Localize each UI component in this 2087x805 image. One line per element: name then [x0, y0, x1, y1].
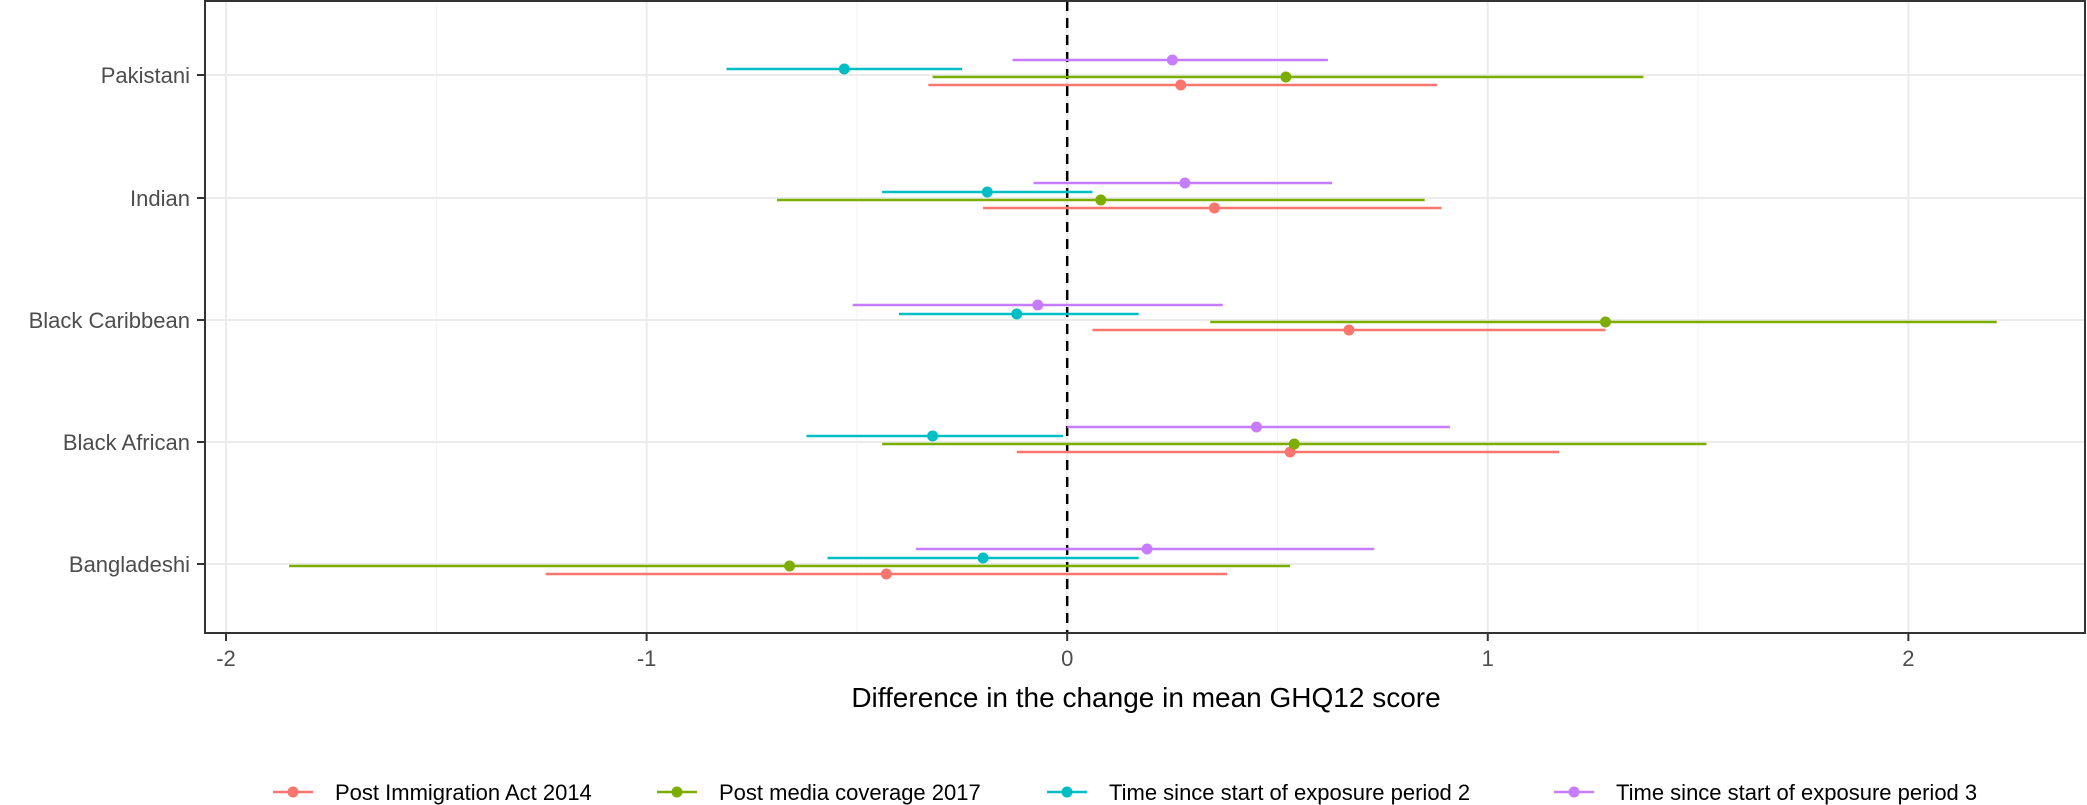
point-estimate: [977, 552, 989, 564]
point-estimate: [1280, 71, 1292, 83]
y-tick-label: Pakistani: [101, 63, 190, 88]
legend: Post Immigration Act 2014 Post media cove…: [273, 780, 1977, 805]
point-estimate: [1011, 308, 1023, 320]
point-estimate: [1600, 316, 1612, 328]
series-group: [289, 54, 1997, 580]
series-2: [289, 71, 1997, 572]
point-estimate: [1095, 194, 1107, 206]
legend-label: Time since start of exposure period 3: [1616, 780, 1977, 805]
legend-key-point: [1568, 786, 1580, 798]
legend-item: Post Immigration Act 2014: [273, 780, 592, 805]
point-estimate: [838, 63, 850, 75]
x-tick-label: 0: [1061, 646, 1073, 671]
x-tick-label: 1: [1482, 646, 1494, 671]
point-estimate: [1250, 421, 1262, 433]
y-tick-label: Bangladeshi: [69, 552, 190, 577]
point-estimate: [1166, 54, 1178, 66]
legend-label: Post media coverage 2017: [719, 780, 981, 805]
legend-key-point: [671, 786, 683, 798]
legend-label: Time since start of exposure period 2: [1109, 780, 1470, 805]
point-estimate: [1141, 543, 1153, 555]
y-tick-label: Black African: [63, 430, 190, 455]
x-tick-label: -2: [216, 646, 236, 671]
legend-item: Post media coverage 2017: [657, 780, 981, 805]
point-estimate: [1288, 438, 1300, 450]
point-estimate: [981, 186, 993, 198]
point-estimate: [784, 560, 796, 572]
x-axis: -2 -1 0 1 2: [216, 633, 1914, 671]
point-estimate: [927, 430, 939, 442]
panel-background: [205, 1, 2085, 633]
y-tick-label: Black Caribbean: [29, 308, 190, 333]
x-axis-title: Difference in the change in mean GHQ12 s…: [851, 682, 1440, 713]
grid-lines: [205, 1, 2085, 633]
point-estimate: [880, 568, 892, 580]
series-3: [726, 63, 1139, 564]
panel-border: [204, 0, 2086, 634]
legend-key-point: [1061, 786, 1073, 798]
point-estimate: [1179, 177, 1191, 189]
point-estimate: [1175, 79, 1187, 91]
point-estimate: [1343, 324, 1355, 336]
legend-label: Post Immigration Act 2014: [335, 780, 592, 805]
legend-item: Time since start of exposure period 2: [1047, 780, 1470, 805]
legend-key-point: [287, 786, 299, 798]
y-tick-label: Indian: [130, 186, 190, 211]
series-4: [852, 54, 1450, 555]
y-axis: Pakistani Indian Black Caribbean Black Afri…: [29, 63, 205, 577]
x-tick-label: 2: [1902, 646, 1914, 671]
legend-item: Time since start of exposure period 3: [1554, 780, 1977, 805]
x-tick-label: -1: [637, 646, 657, 671]
point-estimate: [1032, 299, 1044, 311]
point-estimate: [1208, 202, 1220, 214]
